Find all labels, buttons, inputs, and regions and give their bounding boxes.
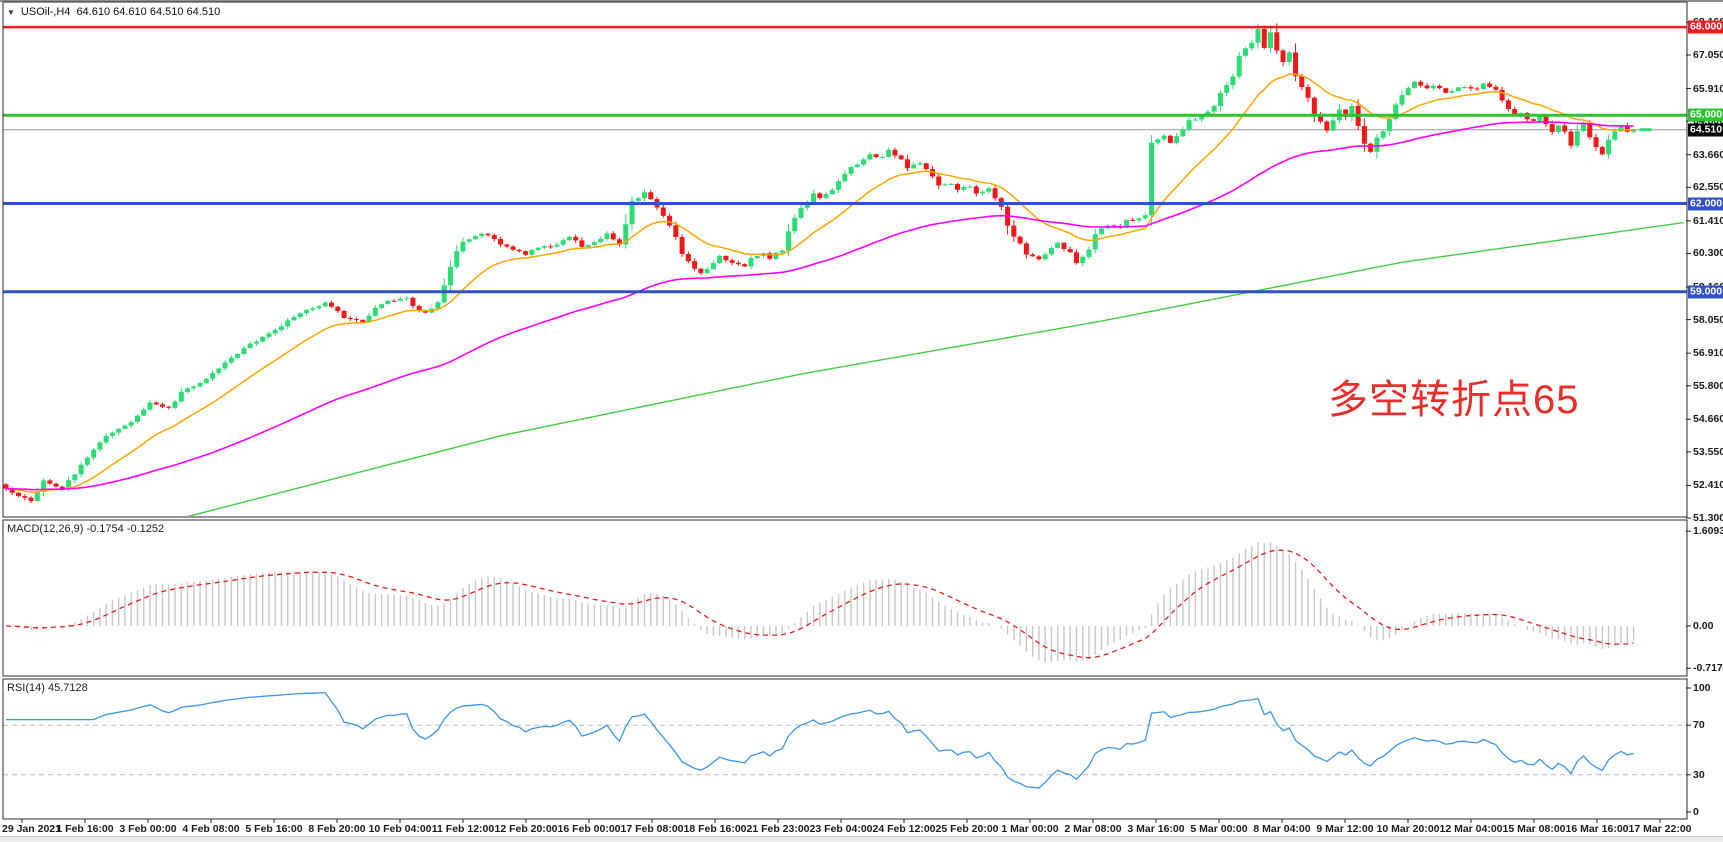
rsi-line [6, 691, 1634, 789]
rsi-axis-tick: 100 [1693, 682, 1711, 694]
time-axis-label: 3 Feb 00:00 [119, 823, 177, 835]
window-footer [0, 836, 1723, 842]
rsi-panel[interactable] [3, 691, 1687, 789]
time-axis-label: 2 Mar 08:00 [1064, 823, 1122, 835]
price-axis-tick: 61.410 [1693, 214, 1723, 227]
last-price-marker [1639, 128, 1652, 132]
time-axis-label: 21 Feb 23:00 [746, 823, 810, 835]
price-axis-tick: 55.800 [1693, 379, 1723, 392]
time-axis-label: 17 Feb 08:00 [620, 823, 684, 835]
fast-ma-line [5, 73, 1634, 493]
rsi-indicator-label: RSI(14) 45.7128 [7, 682, 88, 694]
price-axis-tick: 56.910 [1693, 347, 1723, 360]
annotation-text: 多空转折点65 [1328, 378, 1580, 422]
price-axis-tick: 53.550 [1693, 445, 1723, 458]
time-axis-label: 9 Mar 12:00 [1316, 823, 1374, 835]
time-axis-label: 5 Feb 16:00 [245, 823, 303, 835]
price-axis-tick: 51.300 [1693, 512, 1723, 525]
price-axis-tick: 62.550 [1693, 181, 1723, 194]
time-axis-label: 3 Mar 16:00 [1127, 823, 1185, 835]
symbol-timeframe: USOil-,H4 [20, 6, 71, 18]
price-axis-tick: 58.050 [1693, 313, 1723, 326]
time-axis-label: 4 Feb 08:00 [182, 823, 240, 835]
time-axis-label: 8 Mar 04:00 [1253, 823, 1311, 835]
time-axis-label: 17 Mar 22:00 [1628, 823, 1692, 835]
time-axis-label: 29 Jan 2021 [2, 823, 61, 835]
time-axis-label: 23 Feb 04:00 [809, 823, 873, 835]
slow-ma-line [187, 221, 1684, 516]
main-price-panel[interactable] [3, 23, 1687, 516]
candlesticks [3, 23, 1637, 504]
dropdown-triangle-icon[interactable]: ▼ [7, 7, 15, 17]
rsi-axis-tick: 30 [1693, 768, 1705, 781]
macd-axis-tick: -0.7172 [1693, 662, 1723, 675]
time-axis-label: 10 Mar 20:00 [1376, 823, 1440, 835]
window-top-edge [0, 0, 1723, 2]
price-axis-tick: 60.300 [1693, 247, 1723, 260]
time-axis-label: 1 Mar 00:00 [1001, 823, 1059, 835]
price-axis-tick: 65.910 [1693, 82, 1723, 95]
time-axis-label: 18 Feb 16:00 [683, 823, 747, 835]
time-axis-label: 1 Feb 16:00 [56, 823, 114, 835]
macd-panel-border [2, 519, 1688, 677]
macd-indicator-label: MACD(12,26,9) -0.1754 -0.1252 [7, 523, 165, 535]
main-panel-border [2, 1, 1688, 518]
time-axis-label: 15 Mar 08:00 [1502, 823, 1566, 835]
time-axis-label: 16 Mar 16:00 [1565, 823, 1629, 835]
time-axis-label: 11 Feb 12:00 [431, 823, 495, 835]
macd-axis-tick: 0.00 [1693, 620, 1714, 632]
price-level-badge: 68.000 [1688, 20, 1723, 34]
rsi-axis-tick: 70 [1693, 719, 1705, 732]
price-level-badge: 65.000 [1688, 108, 1723, 122]
price-level-badge: 59.000 [1688, 285, 1723, 299]
price-axis-tick: 63.660 [1693, 148, 1723, 161]
time-axis-label: 12 Feb 20:00 [494, 823, 558, 835]
macd-signal-line [5, 549, 1634, 659]
price-axis-tick: 52.410 [1693, 479, 1723, 492]
rsi-panel-border [2, 678, 1688, 820]
time-axis-label: 24 Feb 12:00 [872, 823, 936, 835]
mid-ma-line [5, 121, 1634, 491]
price-level-badge: 62.000 [1688, 197, 1723, 210]
time-axis-label: 12 Mar 04:00 [1439, 823, 1503, 835]
price-axis-tick: 54.660 [1693, 413, 1723, 426]
ohlc-quote: 64.610 64.610 64.510 64.510 [76, 6, 221, 18]
time-axis-label: 25 Feb 20:00 [935, 823, 999, 835]
time-axis-label: 16 Feb 00:00 [557, 823, 621, 835]
macd-axis-tick: 1.6093 [1693, 525, 1723, 538]
rsi-axis-tick: 0 [1693, 806, 1699, 818]
time-axis-label: 10 Feb 04:00 [368, 823, 432, 835]
macd-panel[interactable] [5, 542, 1635, 663]
time-axis-label: 8 Feb 20:00 [308, 823, 366, 835]
symbol-header: ▼ USOil-,H4 64.610 64.610 64.510 64.510 [7, 6, 220, 18]
price-axis-tick: 67.050 [1693, 49, 1723, 62]
time-axis-label: 5 Mar 00:00 [1190, 823, 1248, 835]
current-price-badge: 64.510 [1688, 123, 1723, 137]
